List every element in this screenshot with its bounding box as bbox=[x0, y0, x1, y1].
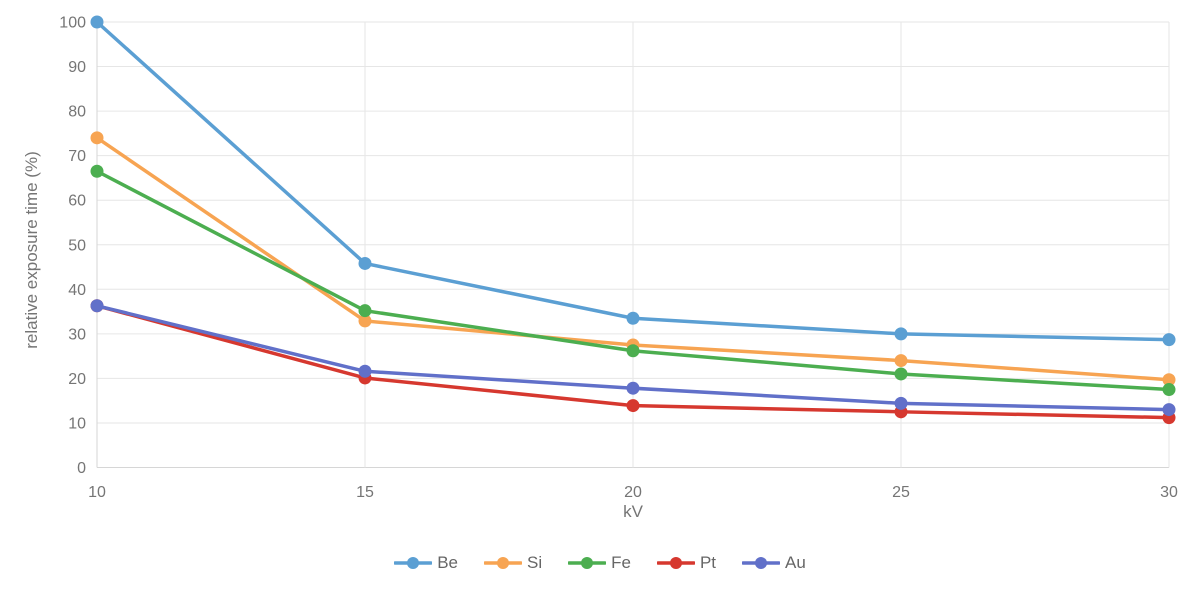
point-au-10 bbox=[90, 299, 104, 313]
point-be-25 bbox=[894, 327, 908, 341]
legend-marker-fe bbox=[568, 557, 607, 569]
legend-label-si: Si bbox=[526, 553, 543, 572]
legend-item-be[interactable]: Be bbox=[394, 553, 458, 573]
y-tick-label-80: 80 bbox=[68, 104, 86, 121]
legend-item-si[interactable]: Si bbox=[483, 553, 543, 573]
legend-marker-au bbox=[742, 557, 781, 569]
point-be-15 bbox=[358, 256, 372, 270]
legend-item-pt[interactable]: Pt bbox=[656, 553, 717, 573]
point-si-25 bbox=[894, 354, 908, 368]
y-tick-label-70: 70 bbox=[68, 148, 86, 165]
legend-marker-pt bbox=[656, 557, 695, 569]
legend-marker-be bbox=[394, 557, 433, 569]
legend-marker-si bbox=[483, 557, 522, 569]
legend-item-au[interactable]: Au bbox=[742, 553, 806, 573]
point-be-10 bbox=[90, 15, 104, 29]
x-tick-label-25: 25 bbox=[892, 484, 910, 501]
point-si-10 bbox=[90, 131, 104, 145]
legend-label-fe: Fe bbox=[611, 553, 631, 572]
y-tick-label-100: 100 bbox=[59, 15, 86, 32]
point-fe-25 bbox=[894, 367, 908, 381]
point-fe-15 bbox=[358, 304, 372, 318]
x-tick-label-30: 30 bbox=[1160, 484, 1178, 501]
point-be-30 bbox=[1162, 333, 1176, 347]
point-au-30 bbox=[1162, 403, 1176, 417]
x-tick-label-20: 20 bbox=[624, 484, 642, 501]
point-be-20 bbox=[626, 311, 640, 325]
x-axis-title: kV bbox=[623, 502, 643, 521]
y-tick-label-20: 20 bbox=[68, 371, 86, 388]
point-au-15 bbox=[358, 364, 372, 378]
legend-label-pt: Pt bbox=[699, 553, 717, 572]
chart-legend: Be Si Fe Pt Au bbox=[0, 553, 1200, 573]
point-au-20 bbox=[626, 381, 640, 395]
y-tick-label-40: 40 bbox=[68, 282, 86, 299]
legend-label-be: Be bbox=[437, 553, 458, 572]
point-pt-20 bbox=[626, 399, 640, 413]
legend-label-au: Au bbox=[785, 553, 806, 572]
y-tick-label-0: 0 bbox=[77, 460, 86, 477]
point-si-30 bbox=[1162, 373, 1176, 387]
x-tick-label-10: 10 bbox=[88, 484, 106, 501]
point-au-25 bbox=[894, 396, 908, 410]
point-fe-20 bbox=[626, 344, 640, 358]
y-tick-label-50: 50 bbox=[68, 237, 86, 254]
y-axis-title: relative exposure time (%) bbox=[22, 151, 41, 349]
x-tick-label-15: 15 bbox=[356, 484, 374, 501]
point-si-15 bbox=[358, 314, 372, 328]
y-tick-label-10: 10 bbox=[68, 415, 86, 432]
point-fe-10 bbox=[90, 164, 104, 178]
y-tick-label-60: 60 bbox=[68, 193, 86, 210]
point-fe-30 bbox=[1162, 383, 1176, 397]
legend-item-fe[interactable]: Fe bbox=[568, 553, 631, 573]
y-tick-label-30: 30 bbox=[68, 326, 86, 343]
y-tick-label-90: 90 bbox=[68, 59, 86, 76]
